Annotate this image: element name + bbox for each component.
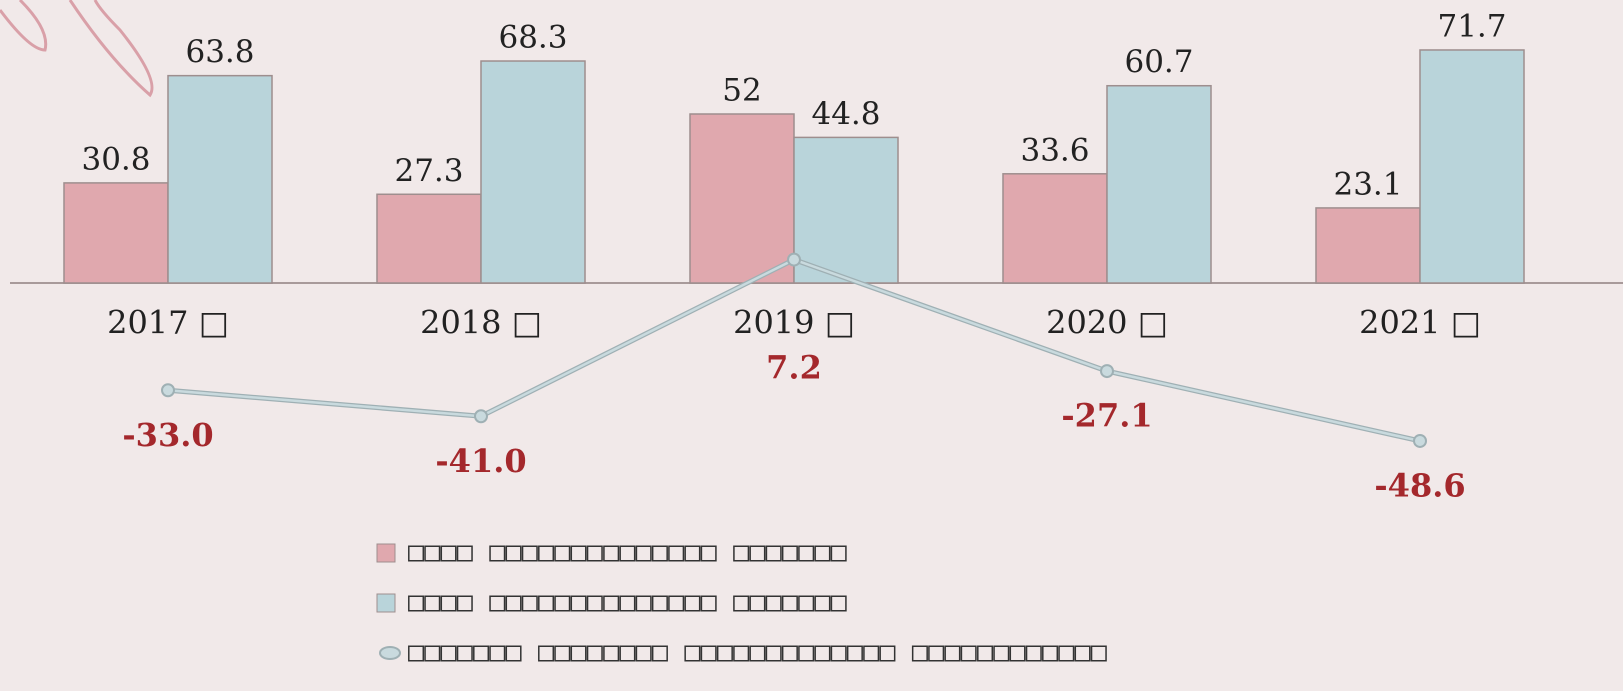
decoration	[0, 0, 154, 98]
data-label: 33.6	[1020, 132, 1089, 168]
line-marker	[787, 252, 801, 267]
x-tick-label: 2021 □	[1359, 304, 1481, 342]
bar	[167, 74, 273, 284]
bar	[1002, 173, 1108, 284]
x-tick-label: 2018 □	[420, 304, 542, 342]
bar	[480, 60, 586, 284]
data-label: 60.7	[1124, 44, 1193, 80]
bar	[1315, 207, 1421, 284]
data-label: 63.8	[185, 34, 254, 70]
line-marker	[161, 383, 175, 398]
x-tick-label: 2020 □	[1046, 304, 1168, 342]
data-label: 23.1	[1333, 166, 1402, 202]
bar	[376, 193, 482, 284]
legend-swatch	[376, 543, 396, 563]
data-label: 71.7	[1437, 8, 1506, 44]
bar	[793, 136, 899, 284]
legend-swatch	[376, 593, 396, 613]
legend-swatch	[379, 646, 401, 660]
line-label: -48.6	[1374, 466, 1465, 504]
data-label: 30.8	[81, 141, 150, 177]
legend-label: □□□□□□□ □□□□□□□□ □□□□□□□□□□□□□ □□□□□□□□□…	[408, 637, 1108, 668]
data-label: 52	[722, 73, 761, 109]
data-label: 68.3	[498, 20, 567, 56]
line-label: -33.0	[122, 416, 213, 454]
data-label: 44.8	[811, 96, 880, 132]
line-marker	[1100, 364, 1114, 379]
bar	[1419, 49, 1525, 284]
line-label: 7.2	[766, 349, 822, 387]
x-tick-label: 2019 □	[733, 304, 855, 342]
x-tick-label: 2017 □	[107, 304, 229, 342]
line-marker	[474, 409, 488, 424]
line-label: -27.1	[1061, 397, 1152, 435]
bar	[63, 182, 169, 284]
legend-label: □□□□ □□□□□□□□□□□□□□ □□□□□□□	[408, 587, 848, 618]
bar	[689, 113, 795, 284]
bar	[1106, 84, 1212, 284]
data-label: 27.3	[394, 153, 463, 189]
line-label: -41.0	[435, 442, 526, 480]
legend-label: □□□□ □□□□□□□□□□□□□□ □□□□□□□	[408, 537, 848, 568]
line-marker	[1413, 433, 1427, 448]
